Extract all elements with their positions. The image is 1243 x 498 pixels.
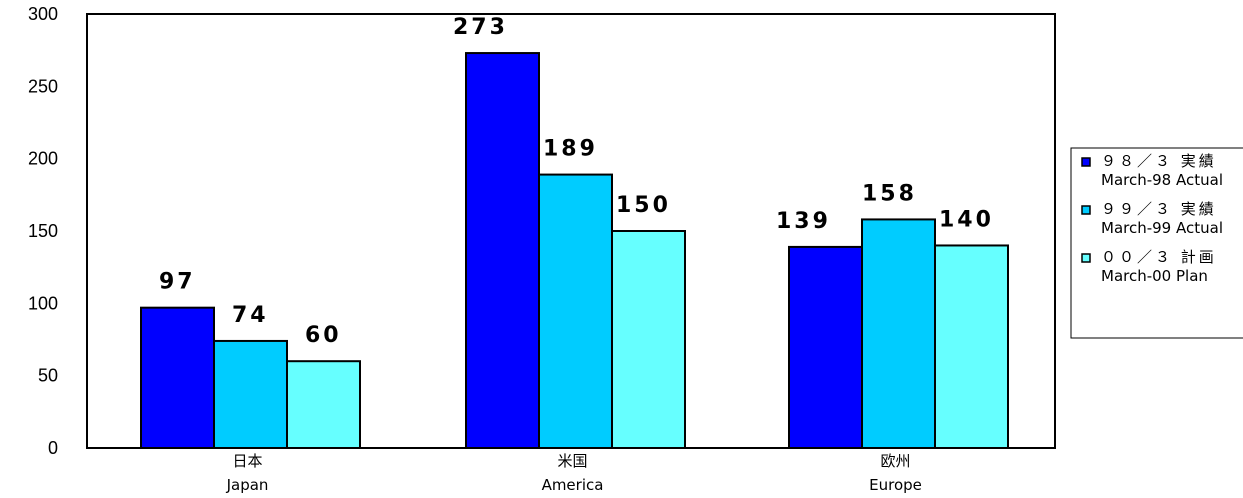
bar [861,218,936,449]
bar [611,230,686,449]
bar [538,173,613,450]
data-label: 189 [543,137,598,162]
category-label-en: America [542,476,604,494]
category-labels: 日本 Japan 米国 America 欧州 Europe [226,452,922,494]
data-label: 97 [159,270,196,295]
bars [140,52,1009,450]
category-label-ja: 欧州 [880,452,910,470]
legend-label-ja: ９９／３ 実績 [1101,200,1217,218]
legend-swatch [1081,253,1091,263]
y-tick-label: 250 [28,76,58,96]
legend-label-en: March-98 Actual [1101,171,1223,189]
y-tick-label: 150 [28,221,58,241]
data-label: 158 [862,181,917,206]
y-tick-label: 300 [28,4,58,24]
legend-swatch [1081,157,1091,167]
y-tick-label: 100 [28,293,58,313]
legend-swatch [1081,205,1091,215]
data-label: 140 [939,207,994,232]
legend-box [1070,147,1243,339]
data-label: 150 [616,193,671,218]
bar [934,244,1009,449]
data-labels: 97 74 60 273 189 150 139 158 140 [159,15,994,348]
bar [286,360,361,450]
category-label-ja: 米国 [557,452,587,470]
legend-label-en: March-99 Actual [1101,219,1223,237]
data-label: 60 [305,323,342,348]
category-label-ja: 日本 [232,452,262,470]
data-label: 273 [453,15,508,40]
category-label-en: Japan [226,476,269,494]
y-tick-label: 200 [28,149,58,169]
y-tick-label: 0 [48,438,58,458]
bar [465,52,540,450]
bar [140,306,215,449]
legend-label-ja: ００／３ 計画 [1101,248,1217,266]
y-axis-ticks: 0 50 100 150 200 250 300 [28,4,58,458]
bar [213,339,288,449]
y-tick-label: 50 [38,366,58,386]
legend-label-en: March-00 Plan [1101,267,1208,285]
data-label: 74 [232,303,269,328]
legend-label-ja: ９８／３ 実績 [1101,152,1217,170]
bar [788,245,863,449]
category-label-en: Europe [869,476,922,494]
data-label: 139 [776,209,831,234]
